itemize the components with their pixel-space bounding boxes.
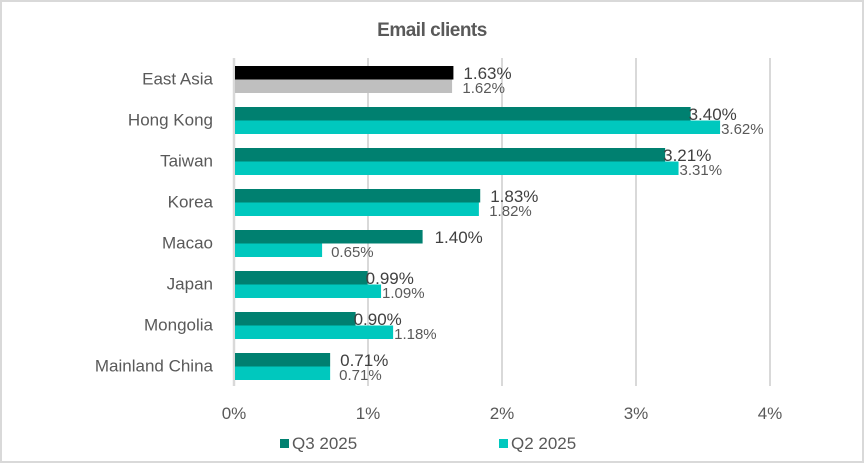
legend-swatch-q2 [499,439,508,448]
bar-q3 [235,353,331,367]
bar-q3 [235,189,481,203]
x-tick-label: 2% [490,404,515,423]
data-label-q3: 0.99% [366,269,414,288]
data-label-q3: 1.40% [435,228,483,247]
bar-q3 [235,107,691,121]
bar-q2 [235,243,323,257]
data-label-q2: 3.62% [721,121,764,138]
bar-q2 [235,202,479,216]
bar-q3 [235,312,356,326]
x-tick-label: 4% [758,404,783,423]
category-label: Taiwan [160,152,213,171]
data-label-q2: 1.82% [489,203,532,220]
data-label-q2: 1.18% [394,326,437,343]
category-label: Mongolia [144,316,214,335]
bar-q2 [235,120,721,134]
data-label-q3: 0.90% [354,310,402,329]
x-tick-label: 1% [356,404,381,423]
category-label: Korea [168,193,214,212]
category-label: Japan [167,275,213,294]
bar-q3 [235,230,423,244]
legend-swatch-q3 [280,439,289,448]
legend-label-q2: Q2 2025 [511,434,576,453]
data-label-q3: 1.83% [490,187,538,206]
x-tick-label: 3% [624,404,649,423]
data-label-q2: 1.62% [462,80,505,97]
data-label-q2: 1.09% [382,285,425,302]
data-label-q3: 0.71% [340,351,388,370]
category-label: Hong Kong [128,111,213,130]
bar-q2 [235,325,394,339]
category-label: East Asia [142,70,213,89]
bar-q3 [235,66,454,80]
bar-q2 [235,366,331,380]
data-label-q2: 0.71% [339,367,382,384]
data-label-q3: 1.63% [463,64,511,83]
bar-q2 [235,79,453,93]
bar-q2 [235,284,382,298]
category-label: Macao [162,234,213,253]
data-label-q3: 3.21% [663,146,711,165]
data-label-q3: 3.40% [689,105,737,124]
data-label-q2: 3.31% [680,162,723,179]
legend-label-q3: Q3 2025 [292,434,357,453]
category-label: Mainland China [95,357,214,376]
chart-title: Email clients [377,20,487,41]
bar-q2 [235,161,679,175]
bar-q3 [235,148,666,162]
x-tick-label: 0% [222,404,247,423]
bar-q3 [235,271,368,285]
data-label-q2: 0.65% [331,244,374,261]
